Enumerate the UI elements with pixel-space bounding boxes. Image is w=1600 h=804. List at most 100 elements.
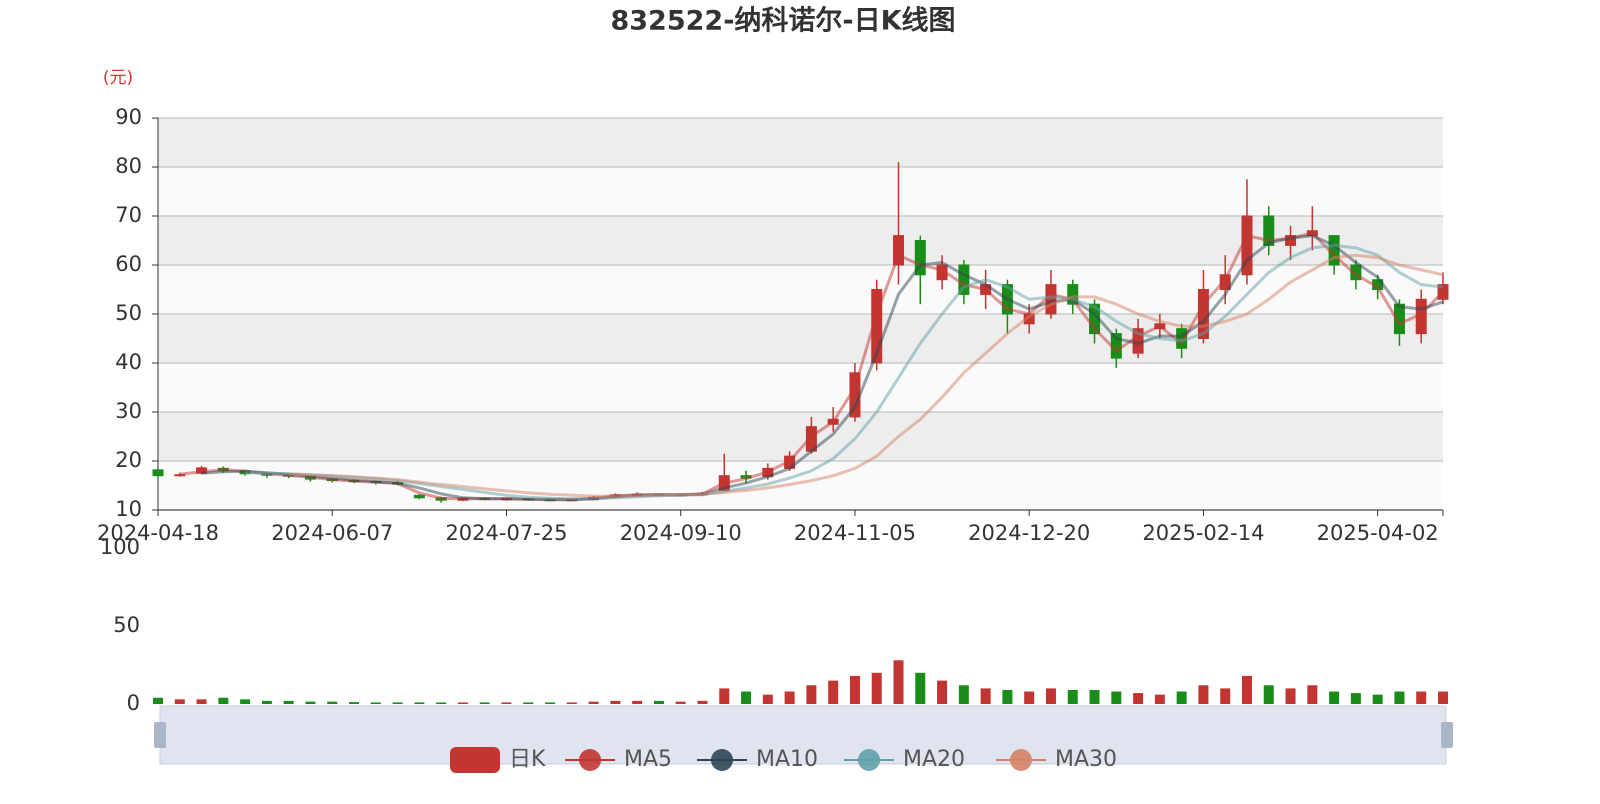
volume-bar xyxy=(1241,675,1252,704)
y-tick-label: 70 xyxy=(115,203,142,227)
volume-bar xyxy=(893,660,904,704)
volume-bar xyxy=(153,697,163,704)
volume-bar xyxy=(436,702,447,704)
volume-bar xyxy=(240,699,251,704)
volume-bar xyxy=(828,680,839,704)
y-tick-label: 30 xyxy=(115,399,142,423)
volume-bar xyxy=(1067,689,1078,704)
volume-bar xyxy=(174,699,185,704)
y-unit: (元) xyxy=(103,68,133,88)
volume-bar xyxy=(218,697,229,704)
legend-icon xyxy=(450,747,500,773)
y-tick-label: 90 xyxy=(115,105,142,129)
volume-bar xyxy=(1089,689,1100,704)
volume-bar xyxy=(719,688,730,704)
zoom-handle[interactable] xyxy=(154,722,166,748)
legend-icon xyxy=(1010,749,1032,771)
volume-bar xyxy=(392,702,403,704)
x-tick-label: 2024-06-07 xyxy=(271,521,393,545)
zoom-handle[interactable] xyxy=(1441,722,1453,748)
volume-bar xyxy=(697,700,708,704)
split-area xyxy=(158,412,1443,461)
y-tick-label: 40 xyxy=(115,350,142,374)
volume-bar xyxy=(871,672,882,704)
legend-label: MA10 xyxy=(756,747,818,772)
legend-item[interactable]: 日K xyxy=(450,747,546,773)
x-tick-label: 2024-04-18 xyxy=(97,521,219,545)
y-tick-label: 80 xyxy=(115,154,142,178)
volume-bar xyxy=(937,680,948,704)
candle-body xyxy=(174,474,186,477)
candle-body xyxy=(152,469,164,477)
x-tick-label: 2025-04-02 xyxy=(1317,521,1439,545)
candle-body xyxy=(1219,274,1231,290)
volume-bar xyxy=(1220,688,1231,704)
candle-body xyxy=(413,494,425,499)
volume-bar xyxy=(675,701,686,704)
y-tick-label: 20 xyxy=(115,448,142,472)
volume-bar xyxy=(1198,685,1209,704)
y-tick-label: 10 xyxy=(115,497,142,521)
x-tick-label: 2024-09-10 xyxy=(620,521,742,545)
volume-bar xyxy=(283,700,294,704)
legend-label: MA5 xyxy=(624,747,672,772)
volume-tick-label: 100 xyxy=(100,535,140,559)
candle-body xyxy=(893,235,905,266)
volume-bar xyxy=(1350,693,1361,704)
volume-bar xyxy=(1307,685,1318,704)
volume-bar xyxy=(414,702,425,704)
volume-bar xyxy=(349,702,360,704)
volume-bar xyxy=(784,691,795,704)
candle-body xyxy=(914,240,926,276)
chart-title: 832522-纳科诺尔-日K线图 xyxy=(610,5,955,37)
volume-bar xyxy=(1111,691,1122,704)
volume-bar xyxy=(1416,691,1427,704)
volume-bar xyxy=(806,685,817,704)
candle-body xyxy=(1350,264,1362,281)
volume-bar xyxy=(1154,694,1165,704)
volume-bar xyxy=(1285,688,1296,704)
legend-item[interactable]: MA10 xyxy=(697,747,818,772)
data-zoom[interactable] xyxy=(154,705,1453,765)
volume-bar xyxy=(1024,691,1035,704)
volume-bar xyxy=(1133,693,1144,704)
volume-bar xyxy=(915,672,926,704)
x-tick-label: 2024-12-20 xyxy=(968,521,1090,545)
legend-label: MA30 xyxy=(1055,747,1117,772)
legend-label: 日K xyxy=(509,747,546,772)
volume-bar xyxy=(1372,694,1383,704)
x-tick-label: 2024-07-25 xyxy=(445,521,567,545)
candle-body xyxy=(1067,284,1079,305)
volume-bar xyxy=(632,700,643,704)
volume-bar xyxy=(1394,691,1405,704)
y-tick-label: 50 xyxy=(115,301,142,325)
legend-icon xyxy=(579,749,601,771)
volume-bar xyxy=(1329,691,1340,704)
volume-bar xyxy=(1045,688,1056,704)
legend-icon xyxy=(711,749,733,771)
volume-bar xyxy=(261,700,272,704)
volume-bar xyxy=(610,700,621,704)
legend-item[interactable]: MA30 xyxy=(996,747,1117,772)
volume-bar xyxy=(741,691,752,704)
candles xyxy=(152,162,1449,704)
split-area xyxy=(158,216,1443,265)
volume-bar xyxy=(588,701,599,704)
volume-bar xyxy=(370,702,381,704)
volume-bar xyxy=(566,702,577,704)
volume-bar xyxy=(501,702,512,704)
volume-bar xyxy=(196,699,207,704)
volume-bar xyxy=(545,702,556,704)
x-tick-label: 2024-11-05 xyxy=(794,521,916,545)
legend-item[interactable]: MA5 xyxy=(565,747,672,772)
split-area xyxy=(158,314,1443,363)
legend-item[interactable]: MA20 xyxy=(844,747,965,772)
candle-body xyxy=(1263,215,1275,246)
volume-bar xyxy=(1263,685,1274,704)
volume-bar xyxy=(327,701,338,704)
split-area xyxy=(158,118,1443,167)
legend-icon xyxy=(858,749,880,771)
volume-bar xyxy=(1176,691,1187,704)
volume-tick-label: 0 xyxy=(127,691,140,715)
